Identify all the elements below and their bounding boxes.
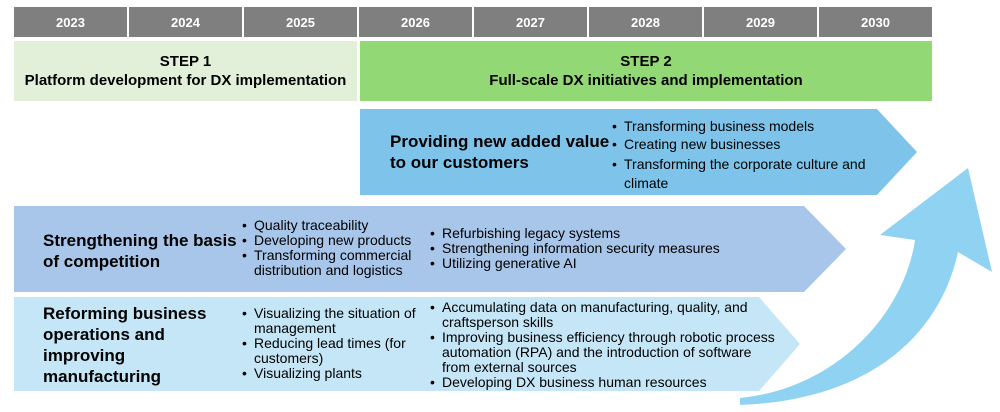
year-cell: 2025 [244, 7, 357, 37]
competition-arrow: Strengthening the basis of competition Q… [14, 206, 846, 292]
customers-title: Providing new added value to our custome… [390, 132, 610, 172]
step-1-subtitle: Platform development for DX implementati… [24, 72, 347, 89]
list-item: Visualizing the situation of management [242, 306, 422, 336]
year-cell: 2027 [474, 7, 587, 37]
list-item: Utilizing generative AI [430, 256, 750, 272]
list-item: Improving business efficiency through ro… [430, 330, 780, 375]
year-header: 2023 2024 2025 2026 2027 2028 2029 2030 [14, 7, 932, 37]
list-item: Transforming commercial distribution and… [242, 248, 424, 278]
year-cell: 2029 [704, 7, 817, 37]
list-item: Strengthening information security measu… [430, 241, 750, 257]
year-cell: 2026 [359, 7, 472, 37]
rising-curve-arrow [740, 168, 992, 405]
list-item: Reducing lead times (for customers) [242, 336, 422, 366]
year-cell: 2024 [129, 7, 242, 37]
step-2-subtitle: Full-scale DX initiatives and implementa… [489, 72, 803, 89]
list-item: Developing DX business human resources [430, 375, 780, 391]
manufacturing-right-list: Accumulating data on manufacturing, qual… [430, 300, 780, 391]
competition-title: Strengthening the basis of competition [43, 231, 237, 271]
list-item: Transforming business models [612, 119, 882, 135]
list-item: Visualizing plants [242, 366, 422, 382]
year-cell: 2028 [589, 7, 702, 37]
competition-left-list: Quality traceability Developing new prod… [242, 218, 424, 278]
step-1-box: STEP 1 Platform development for DX imple… [14, 41, 357, 101]
step-2-label: STEP 2 [620, 53, 672, 70]
list-item: Refurbishing legacy systems [430, 226, 750, 242]
list-item: Transforming the corporate culture and c… [612, 155, 882, 193]
list-item: Developing new products [242, 233, 424, 249]
list-item: Accumulating data on manufacturing, qual… [430, 300, 780, 330]
customers-list: Transforming business models Creating ne… [612, 119, 882, 193]
customers-arrow: Providing new added value to our custome… [360, 109, 917, 195]
manufacturing-left-list: Visualizing the situation of management … [242, 306, 422, 382]
manufacturing-title: Reforming business operations and improv… [43, 304, 207, 386]
list-item: Quality traceability [242, 218, 424, 234]
step-2-box: STEP 2 Full-scale DX initiatives and imp… [360, 41, 932, 101]
competition-right-list: Refurbishing legacy systems Strengthenin… [430, 226, 750, 272]
year-cell: 2030 [819, 7, 932, 37]
manufacturing-arrow: Reforming business operations and improv… [14, 297, 800, 391]
list-item: Creating new businesses [612, 137, 882, 153]
step-1-label: STEP 1 [159, 53, 212, 70]
year-cell: 2023 [14, 7, 127, 37]
